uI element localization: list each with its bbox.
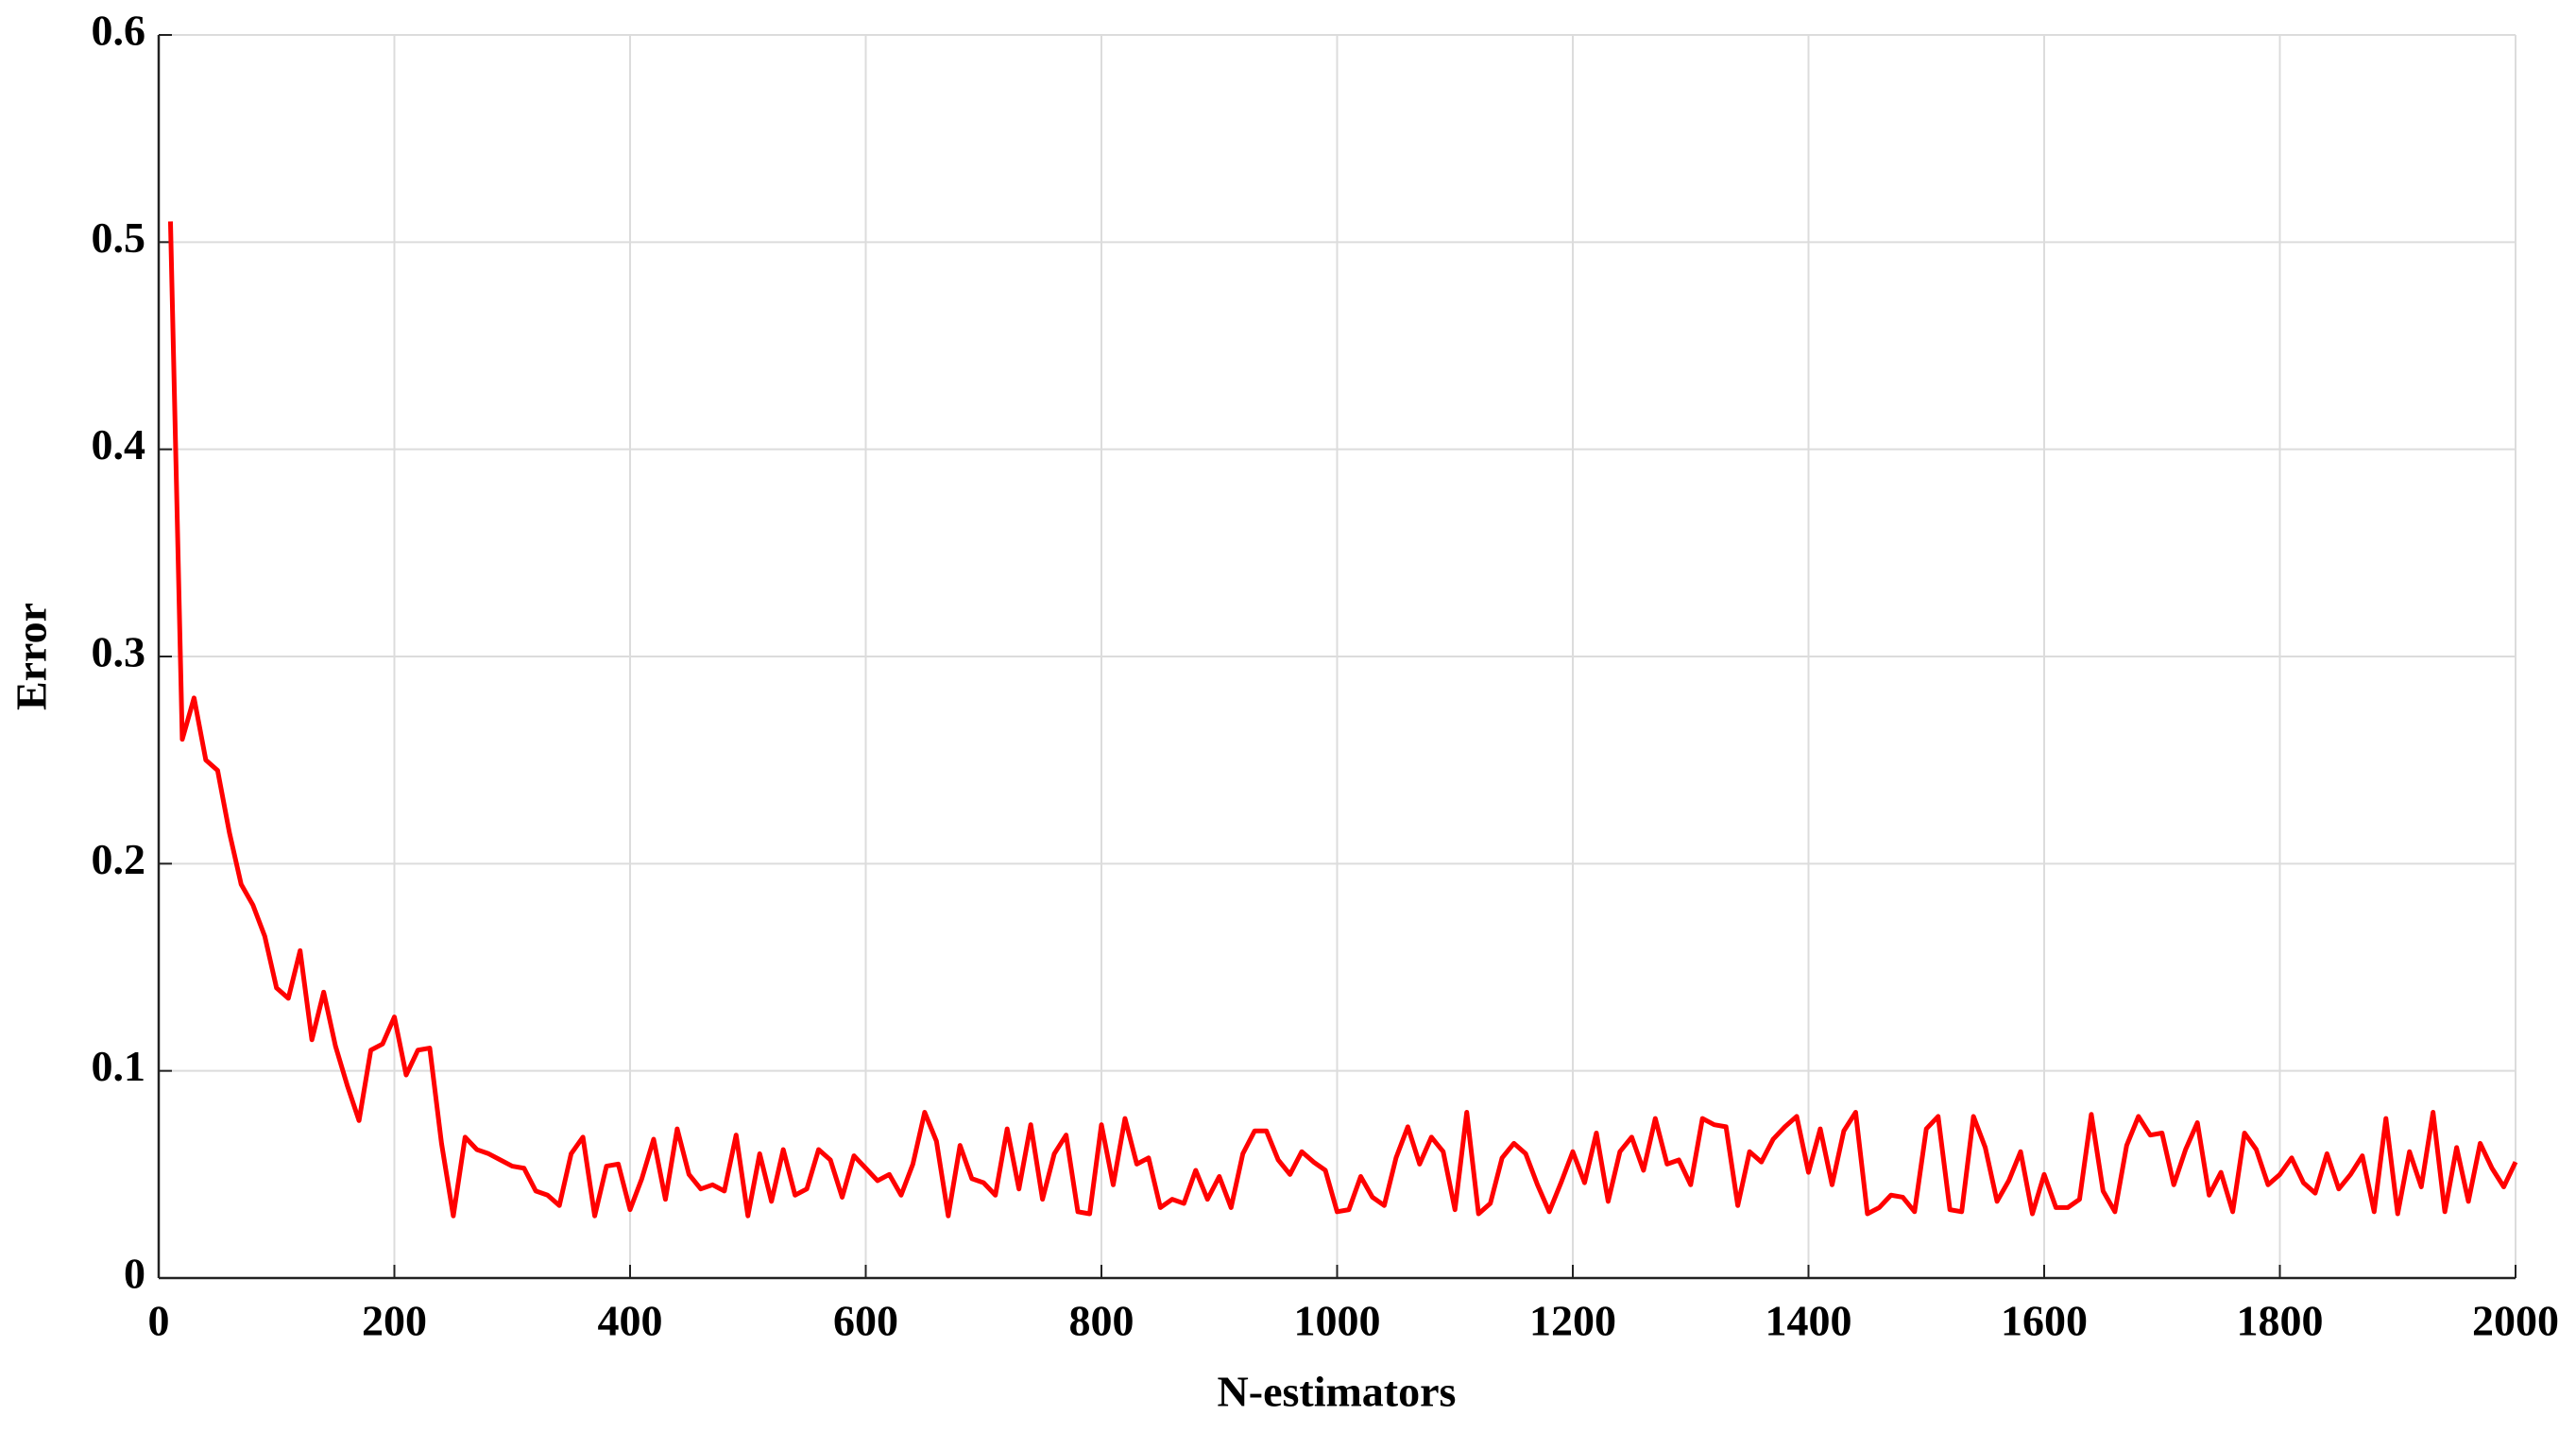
x-tick-label: 1200 (1529, 1297, 1616, 1345)
x-tick-label: 400 (598, 1297, 663, 1345)
x-tick-label: 600 (833, 1297, 898, 1345)
data-line (167, 221, 2518, 1219)
x-axis-label: N-estimators (1218, 1368, 1457, 1416)
y-tick-label: 0.1 (92, 1042, 146, 1090)
y-tick-label: 0.2 (92, 835, 146, 883)
x-tick-label: 200 (362, 1297, 427, 1345)
x-tick-label: 1000 (1294, 1297, 1381, 1345)
y-tick-label: 0.4 (92, 420, 146, 469)
x-tick-label: 800 (1069, 1297, 1134, 1345)
y-tick-label: 0.3 (92, 628, 146, 676)
y-tick-label: 0.6 (92, 7, 146, 55)
y-tick-label: 0 (124, 1250, 145, 1298)
x-tick-label: 1600 (2001, 1297, 2088, 1345)
x-tick-label: 1800 (2237, 1297, 2324, 1345)
x-tick-label: 2000 (2472, 1297, 2559, 1345)
x-tick-label: 1400 (1766, 1297, 1852, 1345)
x-tick-label: 0 (148, 1297, 170, 1345)
y-tick-label: 0.5 (92, 213, 146, 262)
y-axis-label: Error (8, 603, 56, 710)
